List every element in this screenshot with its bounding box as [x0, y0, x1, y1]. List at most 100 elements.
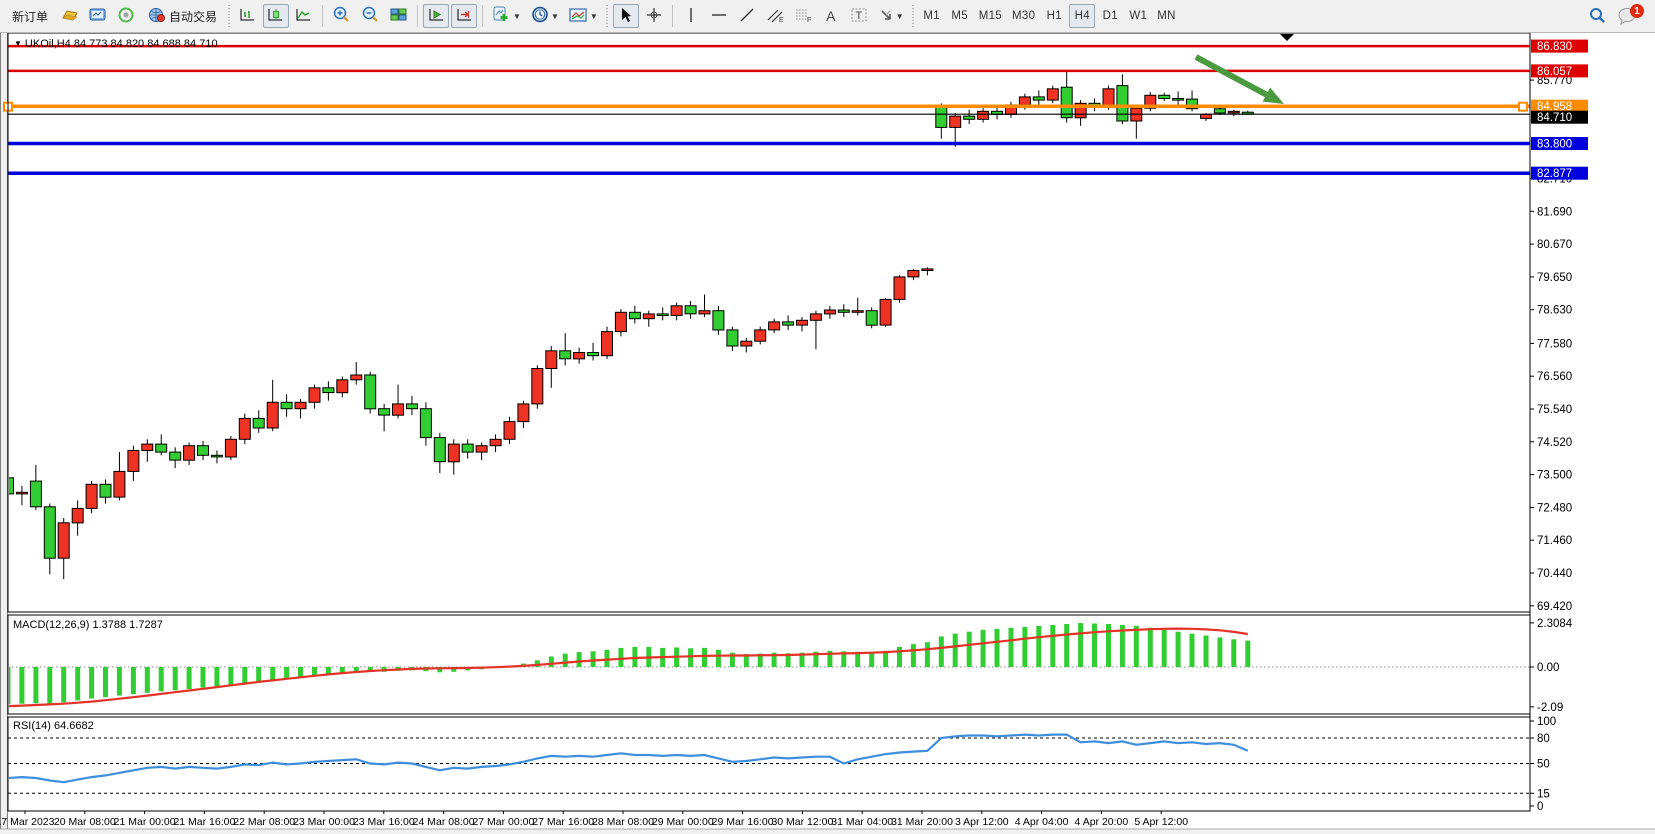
timeframe-H4[interactable]: H4: [1069, 4, 1096, 28]
auto-trading-button[interactable]: 自动交易: [141, 4, 224, 28]
price-tick: 85.770: [1537, 75, 1572, 87]
label-button[interactable]: T: [846, 4, 872, 28]
crosshair-icon: [646, 7, 662, 26]
zoom-in-icon: [332, 6, 351, 26]
channel-icon: E: [766, 7, 784, 26]
search-button[interactable]: [1584, 4, 1610, 28]
chart-title[interactable]: ▼ UKOil,H4 84.773 84.820 84.688 84.710: [14, 38, 218, 50]
annotation-arrowhead[interactable]: [1262, 87, 1284, 105]
fibonacci-button[interactable]: F: [790, 4, 816, 28]
text-icon: A: [826, 8, 836, 24]
timeframe-label: H1: [1046, 10, 1062, 22]
time-tick: 5 Apr 12:00: [1134, 816, 1188, 828]
timeframe-H1[interactable]: H1: [1041, 4, 1067, 28]
price-tick: 76.560: [1537, 371, 1572, 383]
toolbar-separator: [417, 5, 419, 27]
time-tick: 28 Mar 08:00: [592, 816, 654, 828]
templates-icon: [569, 7, 588, 26]
toolbar-separator: [671, 5, 673, 27]
horizontal-line-button[interactable]: [706, 4, 732, 28]
notification-badge: 1: [1630, 4, 1644, 18]
toolbar: 新订单 自动交易: [0, 0, 1655, 33]
symbol-dropdown-icon[interactable]: ▼: [14, 39, 22, 48]
price-flag: [1531, 99, 1588, 113]
indicators-button[interactable]: ▼: [488, 4, 525, 28]
auto-scroll-icon: [427, 7, 445, 26]
auto-scroll-button[interactable]: [423, 4, 450, 28]
shapes-icon: [878, 7, 894, 26]
channel-button[interactable]: E: [762, 4, 788, 28]
signals-button[interactable]: [113, 4, 139, 28]
trendline-button[interactable]: [734, 4, 760, 28]
candlestick-chart-button[interactable]: [263, 4, 290, 28]
timeframe-label: M30: [1012, 10, 1036, 22]
vertical-line-button[interactable]: [678, 4, 704, 28]
time-tick: 20 Mar 08:00: [54, 816, 116, 828]
alerts-button[interactable]: [57, 4, 83, 28]
time-tick: 21 Mar 00:00: [114, 816, 176, 828]
templates-button[interactable]: ▼: [565, 4, 602, 28]
time-tick: 23 Mar 00:00: [293, 816, 355, 828]
timeframe-label: MN: [1157, 10, 1176, 22]
timeframe-D1[interactable]: D1: [1097, 4, 1123, 28]
terminal-button[interactable]: [85, 4, 111, 28]
timeframe-M5[interactable]: M5: [947, 4, 973, 28]
annotation-arrow[interactable]: [1194, 54, 1268, 98]
hline-handle[interactable]: [1518, 101, 1528, 112]
bar-chart-button[interactable]: [235, 4, 261, 28]
cursor-button[interactable]: [612, 4, 639, 28]
price-tick: 72.480: [1537, 502, 1572, 514]
price-tick: 81.690: [1537, 206, 1572, 218]
chevron-down-icon: ▼: [550, 11, 559, 21]
rsi-tick: 50: [1537, 759, 1550, 771]
line-chart-button[interactable]: [291, 4, 317, 28]
timeframe-M30[interactable]: M30: [1008, 4, 1039, 28]
timeframe-M15[interactable]: M15: [975, 4, 1006, 28]
price-tick: 78.630: [1537, 305, 1572, 317]
notifications-button[interactable]: 1: [1612, 4, 1650, 28]
zoom-out-button[interactable]: [357, 4, 384, 28]
label-icon: T: [850, 7, 868, 26]
timeframe-M1[interactable]: M1: [919, 4, 945, 28]
periods-button[interactable]: ▼: [527, 4, 563, 28]
chart-window[interactable]: 85.77082.71081.69080.67079.65078.63077.5…: [0, 33, 1655, 834]
shapes-button[interactable]: ▼: [874, 4, 908, 28]
price-tick: 77.580: [1537, 338, 1572, 350]
macd-tick: -2.09: [1537, 702, 1563, 714]
notification-icon: [1616, 8, 1640, 30]
time-tick: 29 Mar 16:00: [712, 816, 774, 828]
timeframe-label: W1: [1129, 10, 1148, 22]
price-tick: 80.670: [1537, 239, 1572, 251]
price-tick: 75.540: [1537, 404, 1572, 416]
timeframe-label: M15: [978, 10, 1002, 22]
macd-histogram: [9, 623, 1251, 708]
candles: [9, 71, 1254, 580]
svg-text:F: F: [807, 17, 811, 23]
timeframe-label: D1: [1102, 10, 1118, 22]
timeframe-MN[interactable]: MN: [1153, 4, 1180, 28]
ohlc-values: 84.773 84.820 84.688 84.710: [73, 38, 218, 50]
time-tick: 29 Mar 00:00: [652, 816, 714, 828]
time-tick: 22 Mar 08:00: [233, 816, 295, 828]
svg-text:T: T: [855, 10, 862, 22]
macd-tick: 0.00: [1537, 662, 1559, 674]
fibonacci-icon: F: [794, 7, 812, 26]
text-button[interactable]: A: [818, 4, 844, 28]
chart-canvas[interactable]: 85.77082.71081.69080.67079.65078.63077.5…: [0, 33, 1655, 834]
timeframe-W1[interactable]: W1: [1125, 4, 1151, 28]
tile-windows-button[interactable]: [386, 4, 412, 28]
rsi-tick: 80: [1537, 733, 1550, 745]
macd-signal-line: [9, 627, 1248, 708]
chart-shift-button[interactable]: [451, 4, 478, 28]
macd-name: MACD(12,26,9): [13, 619, 90, 631]
time-tick: 30 Mar 12:00: [771, 816, 833, 828]
signals-icon: [117, 7, 135, 26]
zoom-in-button[interactable]: [328, 4, 355, 28]
rsi-line: [9, 733, 1249, 784]
rsi-tick: 0: [1537, 801, 1543, 813]
crosshair-button[interactable]: [641, 4, 667, 28]
toolbar-grip: [227, 5, 233, 27]
alerts-icon: [61, 7, 79, 26]
svg-text:E: E: [779, 17, 784, 23]
new-order-button[interactable]: 新订单: [12, 9, 49, 24]
